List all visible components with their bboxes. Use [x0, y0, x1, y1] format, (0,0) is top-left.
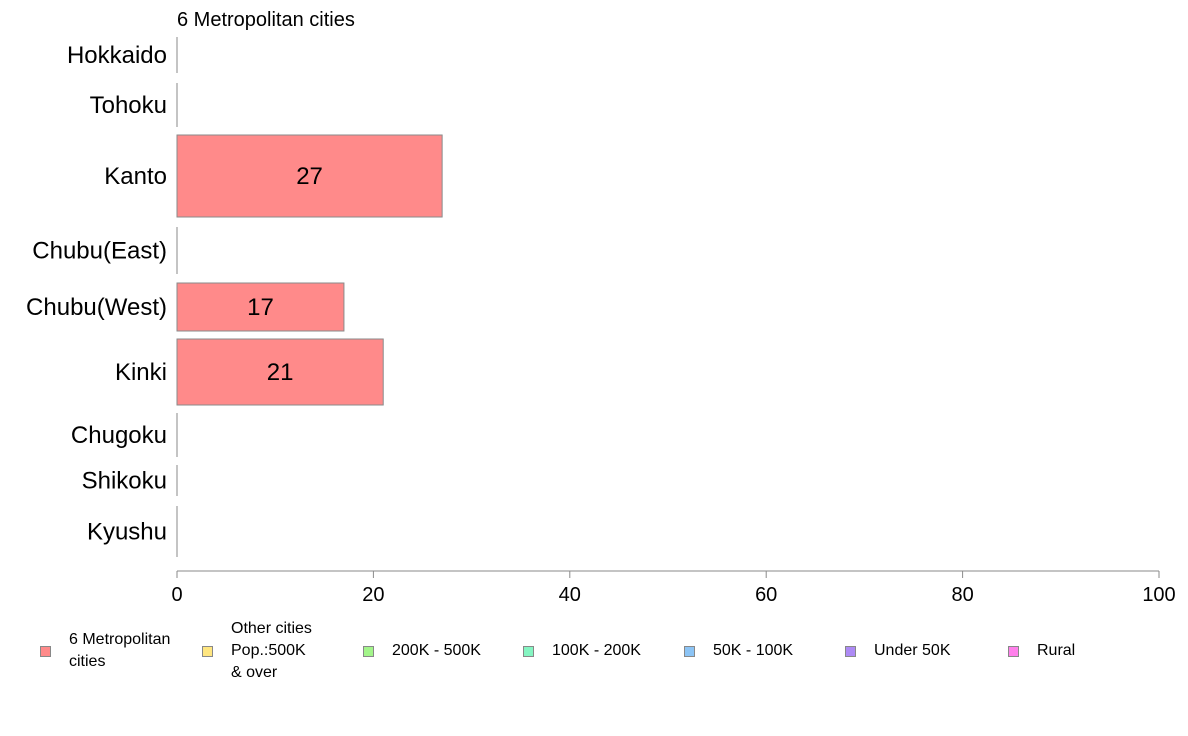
data-label: 17	[247, 294, 274, 321]
x-tick-label: 0	[171, 584, 182, 606]
category-label: Chugoku	[71, 422, 167, 449]
legend-label: 100K - 200K	[552, 642, 641, 659]
category-label: Chubu(East)	[32, 238, 167, 265]
chart-title: 6 Metropolitan cities	[177, 9, 355, 31]
legend-swatch	[845, 645, 856, 657]
x-tick-label: 80	[951, 584, 973, 606]
category-label: Kanto	[104, 163, 167, 190]
x-tick-label: 100	[1142, 584, 1175, 606]
category-label: Kyushu	[87, 519, 167, 546]
x-tick-label: 20	[362, 584, 384, 606]
category-label: Hokkaido	[67, 42, 167, 69]
legend-swatch	[363, 645, 374, 657]
legend-label: Rural	[1037, 642, 1076, 659]
category-label: Chubu(West)	[26, 294, 167, 321]
legend-label: 50K - 100K	[713, 642, 794, 659]
legend-item: 100K - 200K	[523, 640, 641, 662]
bar	[176, 282, 345, 332]
category-label: Shikoku	[82, 468, 167, 495]
bars-layer: 27 17 21	[176, 37, 443, 557]
category-label: Tohoku	[90, 92, 167, 119]
data-label: 27	[296, 163, 323, 190]
x-tick-label: 60	[755, 584, 777, 606]
legend-item: Rural	[1008, 640, 1075, 662]
bar	[176, 338, 384, 406]
legend-item: 200K - 500K	[363, 640, 481, 662]
category-label: Kinki	[115, 359, 167, 386]
legend-label: 200K - 500K	[392, 642, 481, 659]
legend-swatch	[40, 645, 51, 657]
x-tick-label: 40	[559, 584, 581, 606]
legend: 6 Metropolitan cities Other cities Pop.:5…	[40, 620, 1170, 690]
legend-label: 6 Metropolitan cities	[69, 631, 171, 670]
x-axis: 0 20 40 60 80 100	[171, 570, 1176, 606]
legend-swatch	[202, 645, 213, 657]
legend-swatch	[684, 645, 695, 657]
legend-label: Under 50K	[874, 642, 951, 659]
legend-label: Other cities Pop.:500K & over	[231, 620, 312, 681]
category-labels: Hokkaido Tohoku Kanto Chubu(East) Chubu(West…	[26, 42, 167, 546]
legend-swatch	[523, 645, 534, 657]
legend-item: Other cities Pop.:500K & over	[202, 618, 312, 684]
legend-swatch	[1008, 645, 1019, 657]
legend-item: 50K - 100K	[684, 640, 793, 662]
data-label: 21	[267, 359, 294, 386]
legend-item: Under 50K	[845, 640, 951, 662]
legend-item: 6 Metropolitan cities	[40, 629, 170, 673]
bar	[176, 134, 443, 218]
